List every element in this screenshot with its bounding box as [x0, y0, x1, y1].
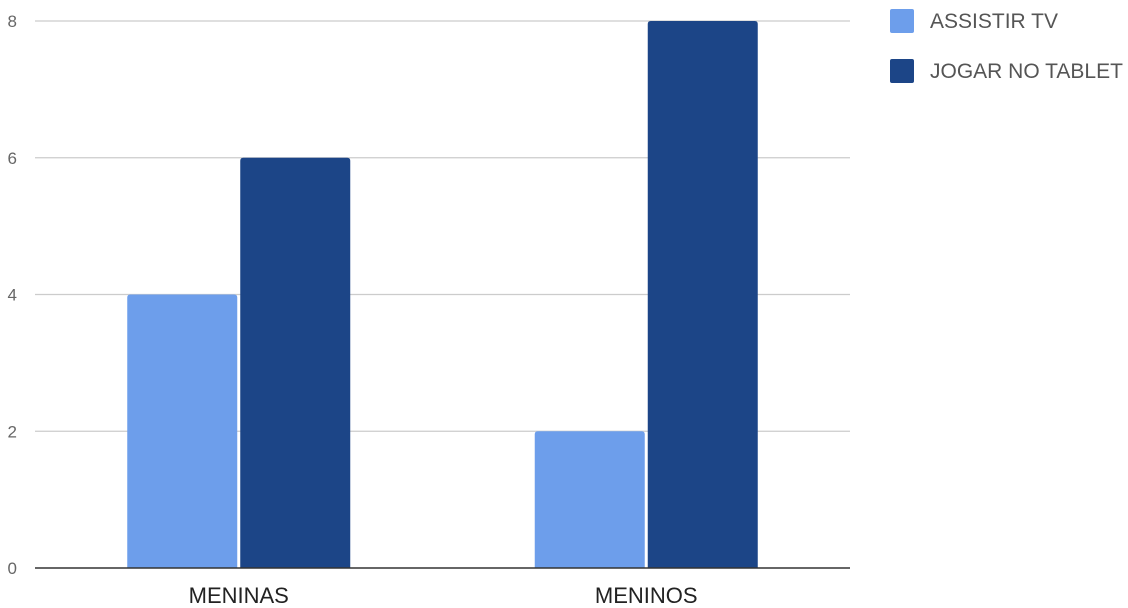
legend-swatch [890, 9, 914, 33]
legend-swatch [890, 59, 914, 83]
x-category-label: MENINAS [189, 583, 289, 608]
bar-meninos-0 [534, 431, 645, 568]
y-axis-ticks: 0 2 4 6 8 [8, 12, 17, 578]
legend-label: JOGAR NO TABLET [930, 60, 1123, 83]
bar-meninas-0 [127, 294, 238, 568]
x-category-label: MENINOS [595, 583, 698, 608]
y-tick-label: 4 [8, 286, 17, 305]
x-axis-categories: MENINAS MENINOS [189, 583, 698, 608]
bar-meninas-1 [240, 157, 351, 568]
legend-label: ASSISTIR TV [930, 10, 1058, 33]
bar-meninos-1 [647, 21, 758, 568]
y-tick-label: 2 [8, 422, 17, 441]
y-tick-label: 6 [8, 149, 17, 168]
bars [127, 21, 758, 568]
y-tick-label: 0 [8, 559, 17, 578]
legend: ASSISTIR TV JOGAR NO TABLET [890, 9, 1123, 83]
y-tick-label: 8 [8, 12, 17, 31]
